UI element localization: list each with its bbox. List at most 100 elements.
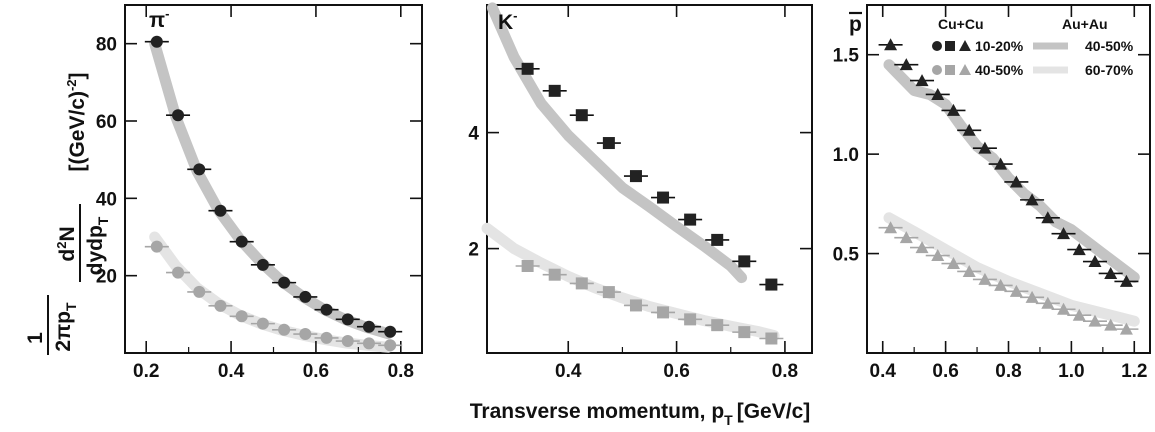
data-point — [187, 285, 212, 298]
panel-label-pion: π- — [149, 6, 169, 32]
circle-marker — [320, 303, 333, 316]
square-marker — [657, 191, 670, 204]
triangle-marker — [884, 38, 898, 51]
data-point — [1098, 318, 1123, 331]
legend-square-gray — [945, 65, 955, 75]
circle-marker — [341, 313, 354, 326]
data-point — [250, 258, 275, 271]
triangle-marker — [899, 58, 913, 71]
triangle-marker — [1041, 211, 1055, 224]
x-tick-label: 0.6 — [932, 361, 958, 382]
square-marker — [657, 306, 670, 319]
data-point — [208, 299, 233, 312]
data-point — [542, 268, 567, 281]
circle-marker — [256, 317, 269, 330]
circle-marker — [384, 325, 397, 338]
triangle-marker — [1025, 290, 1039, 303]
y-tick-label: 1.5 — [833, 46, 860, 67]
triangle-marker — [994, 157, 1008, 170]
square-marker — [711, 319, 724, 332]
x-tick-label: 0.8 — [995, 361, 1021, 382]
legend-row2-auau: 60-70% — [1085, 62, 1134, 78]
data-point — [910, 74, 935, 87]
data-point — [1051, 302, 1076, 315]
triangle-marker — [884, 221, 898, 234]
triangle-marker — [1041, 296, 1055, 309]
triangle-marker — [1119, 274, 1133, 287]
circle-marker — [299, 328, 312, 341]
data-point — [596, 137, 621, 150]
triangle-marker — [1057, 227, 1071, 240]
band-auau-peripheral-mid — [883, 59, 1140, 283]
square-marker — [521, 260, 534, 272]
data-point — [925, 249, 950, 262]
data-point — [972, 141, 997, 154]
data-point — [623, 299, 648, 312]
data-point — [1004, 284, 1029, 297]
legend-row1-cucu: 10-20% — [975, 38, 1024, 54]
y-title-unit: [(GeV/c)-2] — [64, 72, 89, 171]
triangle-marker — [915, 241, 929, 254]
data-point — [910, 241, 935, 254]
data-point — [229, 235, 254, 248]
square-marker — [711, 233, 724, 246]
data-point — [166, 109, 191, 122]
data-point — [569, 277, 594, 290]
legend-header-cucu: Cu+Cu — [938, 16, 984, 32]
legend-triangle-gray — [959, 64, 971, 75]
data-point — [941, 103, 966, 116]
y-title-one: 1 — [24, 332, 47, 344]
circle-marker — [299, 290, 312, 303]
band-auau-peripheral — [481, 222, 780, 342]
triangle-marker — [1119, 322, 1133, 335]
data-point — [678, 213, 703, 226]
triangle-marker — [1072, 308, 1086, 321]
square-marker — [548, 268, 561, 281]
y-tick-label: 4 — [468, 124, 479, 145]
data-point — [957, 123, 982, 136]
y-title-2pipt: 2πpT — [52, 302, 79, 352]
square-marker — [765, 278, 778, 291]
x-tick-label: 1.0 — [1058, 361, 1084, 382]
square-marker — [738, 255, 751, 268]
triangle-marker — [1072, 243, 1086, 256]
data-point — [1004, 175, 1029, 188]
y-tick-label: 60 — [96, 112, 117, 133]
data-point — [293, 290, 318, 303]
data-point — [1067, 308, 1092, 321]
circle-marker — [235, 235, 248, 248]
data-point — [314, 303, 339, 316]
y-title-d2n: d2N — [54, 226, 79, 261]
data-point — [515, 260, 540, 272]
circle-marker — [384, 339, 397, 352]
legend-row1-auau: 40-50% — [1085, 38, 1134, 54]
legend-circle-dark — [932, 41, 942, 51]
triangle-marker — [899, 231, 913, 244]
triangle-marker — [915, 74, 929, 87]
square-marker — [602, 286, 615, 299]
triangle-marker — [994, 278, 1008, 291]
data-point — [187, 163, 212, 176]
data-point — [515, 62, 540, 75]
x-tick-label: 1.2 — [1121, 361, 1147, 382]
y-axis-title: 1 2πpT d2N dydpT [(GeV/c)-2] — [24, 72, 111, 355]
data-point — [144, 35, 169, 48]
y-tick-label: 80 — [96, 35, 117, 56]
circle-marker — [150, 35, 163, 48]
data-point — [1114, 274, 1139, 287]
data-point — [596, 286, 621, 299]
data-point — [229, 310, 254, 323]
triangle-marker — [978, 272, 992, 285]
x-tick-label: 0.2 — [133, 361, 159, 382]
square-marker — [738, 326, 751, 339]
data-point — [166, 266, 191, 279]
y-tick-label: 0.5 — [833, 245, 860, 266]
data-point — [356, 337, 381, 350]
data-point — [208, 204, 233, 217]
square-marker — [602, 137, 615, 150]
circle-marker — [320, 331, 333, 344]
legend-circle-gray — [932, 65, 942, 75]
panel-pion: 0.2 0.4 0.6 0.8 20 40 60 80 — [96, 4, 423, 382]
legend-square-dark — [945, 41, 955, 51]
circle-marker — [150, 240, 163, 253]
